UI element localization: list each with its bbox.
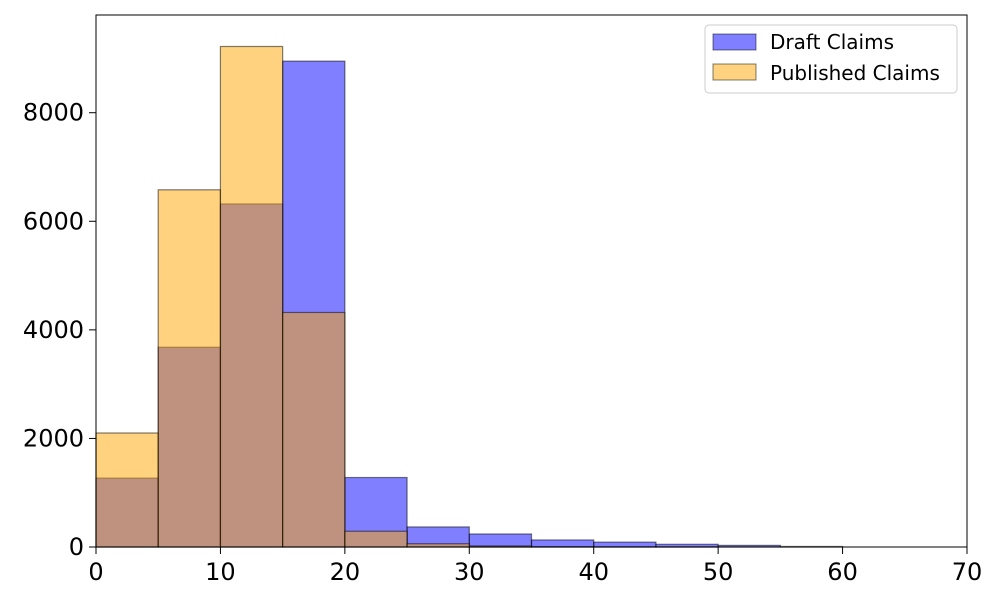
y-tick-label: 8000 bbox=[23, 99, 84, 127]
y-tick-label: 0 bbox=[69, 533, 84, 561]
legend-box bbox=[704, 24, 958, 94]
plot-frame bbox=[95, 14, 968, 548]
x-tick-label: 30 bbox=[454, 558, 485, 586]
x-tick-label: 50 bbox=[703, 558, 734, 586]
legend: Draft Claims Published Claims bbox=[704, 24, 958, 94]
x-tick-label: 60 bbox=[827, 558, 858, 586]
x-tick-label: 70 bbox=[952, 558, 983, 586]
bar-draft-claims-bin-8 bbox=[593, 541, 657, 548]
legend-label-draft-claims: Draft Claims bbox=[770, 30, 894, 54]
bar-draft-claims-bin-6 bbox=[468, 533, 533, 548]
x-tick-label: 20 bbox=[330, 558, 361, 586]
bars-layer bbox=[95, 45, 844, 548]
y-tick-label: 6000 bbox=[23, 207, 84, 235]
bar-published-claims-bin-2 bbox=[219, 45, 284, 548]
x-tick-label: 0 bbox=[88, 558, 103, 586]
y-tick-label: 2000 bbox=[23, 424, 84, 452]
legend-swatch-draft-claims bbox=[712, 33, 757, 51]
bar-published-claims-bin-4 bbox=[344, 530, 408, 548]
x-tick-label: 10 bbox=[205, 558, 236, 586]
bar-published-claims-bin-1 bbox=[157, 189, 222, 548]
bar-draft-claims-bin-7 bbox=[530, 539, 595, 548]
legend-swatch-published-claims bbox=[712, 63, 757, 81]
legend-label-published-claims: Published Claims bbox=[770, 61, 940, 85]
x-tick-label: 40 bbox=[578, 558, 609, 586]
y-axis: 0 2000 4000 6000 8000 bbox=[23, 99, 96, 561]
bar-published-claims-bin-0 bbox=[95, 432, 159, 548]
x-axis: 0 10 20 30 40 50 60 70 bbox=[88, 547, 982, 586]
bar-published-claims-bin-3 bbox=[282, 311, 346, 548]
y-tick-label: 4000 bbox=[23, 316, 84, 344]
series-published-claims bbox=[95, 45, 719, 548]
